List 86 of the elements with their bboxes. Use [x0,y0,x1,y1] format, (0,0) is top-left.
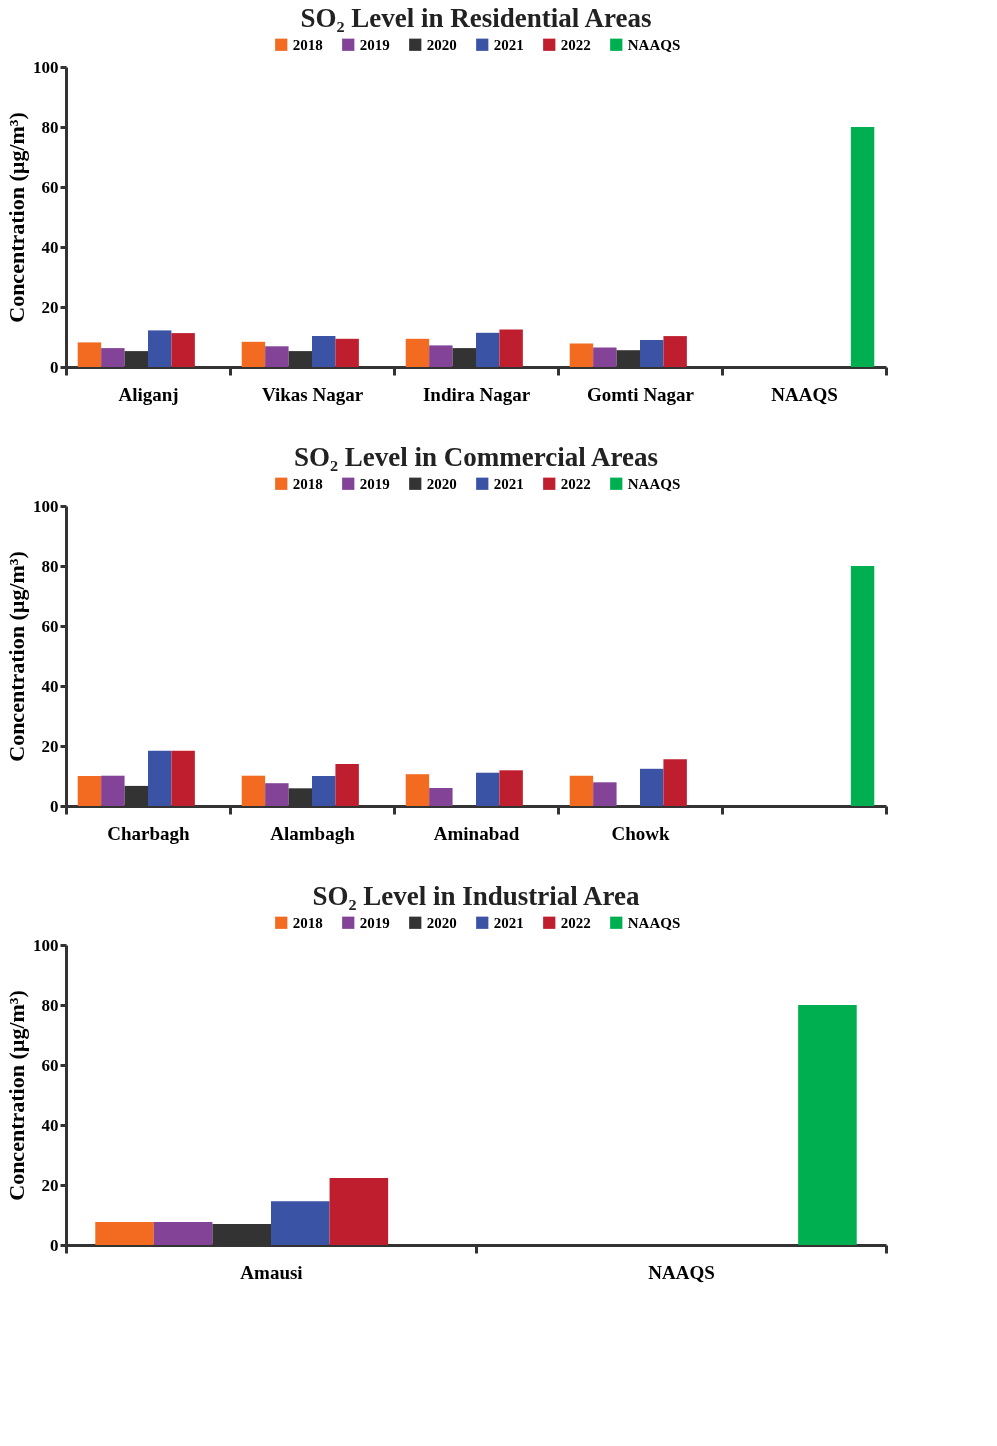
y-tick-label: 80 [41,556,59,576]
y-tick-label: 40 [41,1115,59,1135]
y-tick-label: 20 [41,1175,59,1195]
bar [593,347,617,367]
legend-label: 2019 [359,475,390,492]
chart-title: SO₂ Level in Industrial Area [312,881,641,911]
y-tick-label: 0 [50,357,59,377]
legend-label: 2021 [493,475,524,492]
bar [640,768,664,806]
legend-label: NAAQS [627,475,681,492]
bar [101,348,125,367]
bar [640,340,664,367]
bar [499,329,523,367]
bar [241,775,266,806]
y-tick-label: 100 [33,57,59,77]
y-tick-label: 100 [33,935,59,955]
legend-label: 2019 [359,914,390,931]
bar [335,764,359,806]
bar [265,783,289,806]
bar [476,772,500,806]
y-tick-label: 80 [41,117,59,137]
x-tick-label: Gomti Nagar [586,383,695,405]
bar [101,775,125,806]
y-tick-label: 100 [33,496,59,516]
x-tick-label: Amausi [240,1261,303,1283]
y-axis-title: Concentration (µg/m³) [4,112,29,323]
bar [335,338,359,367]
x-tick-label: Charbagh [107,822,191,844]
bar [77,342,102,367]
bar [312,336,336,367]
bar [312,776,336,806]
bar [148,330,172,367]
y-tick-label: 20 [41,736,59,756]
bar [593,782,617,806]
legend-label: 2020 [426,914,457,931]
y-tick-label: 0 [50,796,59,816]
legend-label: 2018 [292,914,323,931]
y-tick-label: 60 [41,616,59,636]
y-tick-label: 80 [41,995,59,1015]
x-tick-label: Aliganj [118,383,179,405]
legend-label: 2018 [292,475,323,492]
y-tick-label: 60 [41,177,59,197]
bar [171,750,195,806]
bar [663,336,687,367]
legend-label: NAAQS [627,36,681,53]
legend-label: 2020 [426,36,457,53]
y-tick-label: 0 [50,1235,59,1255]
chart-title: SO₂ Level in Residential Areas [300,3,652,33]
x-tick-label: Indira Nagar [422,383,531,405]
x-tick-label: Alambagh [270,822,356,844]
y-axis-title: Concentration (µg/m³) [4,551,29,762]
y-tick-label: 40 [41,676,59,696]
x-tick-label: Vikas Nagar [261,383,364,405]
legend-label: 2022 [560,914,591,931]
legend-label: 2018 [292,36,323,53]
y-tick-label: 20 [41,297,59,317]
bar [663,759,687,806]
legend-label: 2021 [493,914,524,931]
y-tick-label: 40 [41,237,59,257]
bar [265,346,289,367]
bar [429,788,453,806]
y-tick-label: 60 [41,1055,59,1075]
x-tick-label: NAAQS [771,383,838,405]
chart-title: SO₂ Level in Commercial Areas [293,442,659,472]
legend-label: 2020 [426,475,457,492]
bar [241,341,266,367]
bar [405,338,430,367]
legend-label: 2022 [560,475,591,492]
legend-label: 2021 [493,36,524,53]
bar [171,333,195,367]
bar [850,127,875,367]
legend-label: 2022 [560,36,591,53]
bar [405,774,430,806]
bar [476,332,500,367]
bar [569,775,594,806]
x-tick-label: Aminabad [433,822,520,844]
x-tick-label: Chowk [611,822,670,844]
bar [429,345,453,367]
bar [148,750,172,806]
bar [499,770,523,806]
bar [850,566,875,806]
bar [77,776,102,806]
legend-label: 2019 [359,36,390,53]
legend-label: NAAQS [627,914,681,931]
bar [569,343,594,367]
y-axis-title: Concentration (µg/m³) [4,990,29,1201]
